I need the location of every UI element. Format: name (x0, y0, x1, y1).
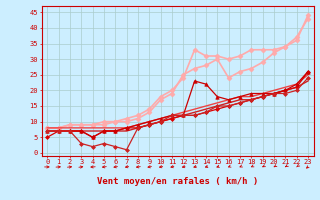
X-axis label: Vent moyen/en rafales ( km/h ): Vent moyen/en rafales ( km/h ) (97, 177, 258, 186)
